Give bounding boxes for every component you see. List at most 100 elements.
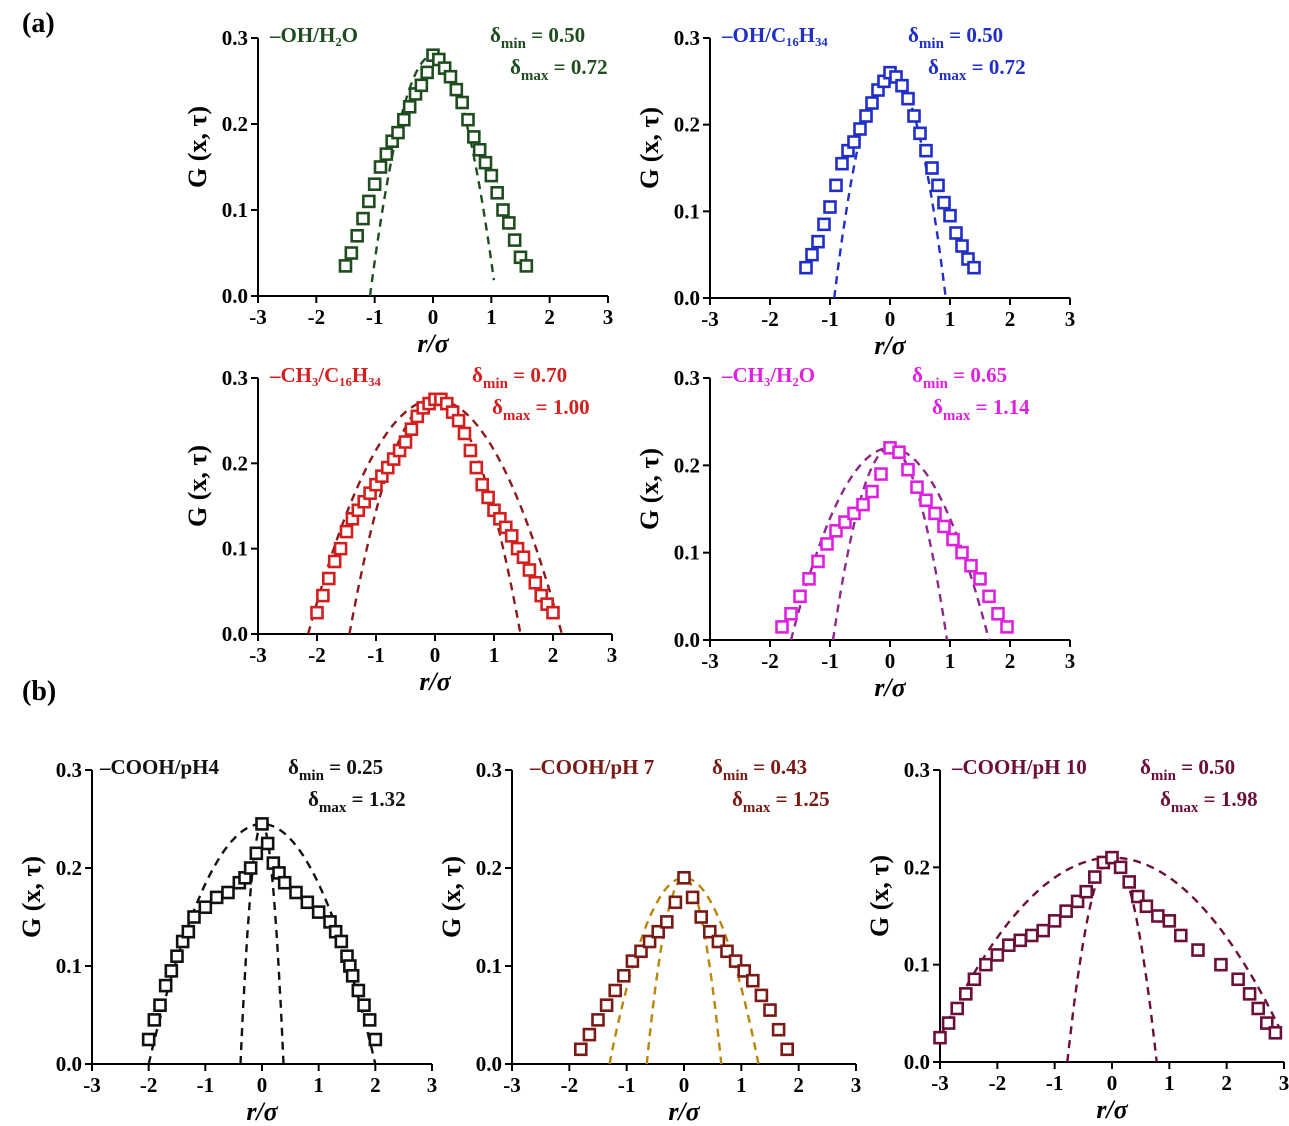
x-tick-label: -3	[249, 305, 267, 329]
data-point	[311, 905, 326, 919]
data-point	[516, 550, 531, 565]
data-point	[973, 572, 987, 586]
y-tick-label: 0.3	[56, 758, 82, 782]
fit-curve	[608, 876, 760, 1065]
data-point	[820, 537, 834, 551]
data-point	[874, 467, 888, 481]
data-point	[1242, 987, 1257, 1001]
data-point	[907, 109, 921, 123]
data-point	[170, 949, 184, 964]
data-point	[1059, 904, 1073, 918]
data-point	[472, 143, 487, 157]
data-point	[1151, 909, 1165, 923]
data-point	[481, 490, 495, 505]
y-tick-label: 0.0	[674, 286, 700, 310]
data-point	[467, 130, 481, 144]
data-point	[334, 934, 349, 949]
data-point	[802, 572, 816, 586]
x-tick-label: -1	[821, 307, 839, 331]
data-point	[221, 885, 235, 900]
data-point	[964, 558, 978, 573]
data-point	[608, 983, 623, 998]
data-point	[461, 112, 475, 127]
data-point	[1070, 894, 1085, 909]
x-tick-label: -2	[989, 1071, 1007, 1095]
y-tick-label: 0.0	[56, 1052, 82, 1076]
chart-panel-6: -3 -2 -1 0 1 2 3 0.0 0.1 0.2 0.3 r/σ G (x, τ) –COOH/p…	[437, 755, 861, 1126]
x-tick-label: 1	[945, 307, 956, 331]
data-point	[967, 260, 981, 275]
x-tick-label: -2	[308, 643, 326, 667]
data-point	[1214, 957, 1228, 972]
data-point	[784, 606, 798, 621]
x-axis-label: r/σ	[874, 331, 906, 360]
y-tick-label: 0.3	[476, 758, 502, 782]
x-tick-label: 3	[607, 643, 618, 667]
data-point	[910, 480, 924, 494]
data-point	[925, 161, 939, 175]
data-point	[634, 944, 648, 959]
data-point	[811, 234, 825, 249]
data-point	[507, 233, 522, 247]
y-tick-label: 0.3	[222, 26, 248, 50]
data-point	[754, 988, 769, 1003]
data-point	[1105, 850, 1119, 865]
data-point	[799, 260, 813, 275]
x-tick-label: 2	[1005, 307, 1016, 331]
panel-b-label: (b)	[22, 676, 57, 707]
data-point	[728, 954, 743, 968]
data-point	[711, 934, 726, 949]
data-point	[847, 506, 861, 521]
series-label: –OH/C₁₆H₃₄	[721, 23, 828, 47]
data-point	[859, 109, 873, 123]
data-point	[937, 519, 951, 534]
x-tick-label: 2	[1221, 1071, 1232, 1095]
data-point	[702, 924, 717, 939]
data-point	[316, 588, 330, 603]
data-point	[451, 413, 466, 428]
chart-panel-3: -3 -2 -1 0 1 2 3 0.0 0.1 0.2 0.3 r/σ G (x, τ) –CH₃/C₁…	[183, 363, 617, 696]
data-point	[1088, 870, 1102, 884]
data-point	[1191, 943, 1205, 957]
data-point	[249, 846, 264, 861]
x-tick-label: 3	[1065, 649, 1076, 673]
x-tick-label: 0	[428, 305, 439, 329]
data-point	[519, 259, 534, 273]
y-axis-label: G (x, τ)	[183, 445, 212, 527]
data-point	[793, 589, 807, 604]
y-tick-label: 0.3	[904, 758, 930, 782]
y-axis-label: G (x, τ)	[635, 107, 664, 189]
series-label: –CH₃/C₁₆H₃₄	[269, 363, 382, 387]
chart-panel-5: -3 -2 -1 0 1 2 3 0.0 0.1 0.2 0.3 r/σ G (x, τ) –COOH/p…	[17, 755, 437, 1126]
data-point	[496, 203, 510, 217]
x-axis-label: r/σ	[419, 667, 451, 696]
data-point	[373, 160, 388, 174]
x-tick-label: -2	[761, 649, 779, 673]
data-point	[310, 605, 324, 620]
data-point	[1139, 899, 1154, 914]
y-tick-label: 0.0	[904, 1050, 930, 1074]
data-point	[591, 1013, 605, 1027]
delta-min-label: δmin = 0.25	[288, 755, 383, 784]
data-point	[457, 426, 472, 441]
data-point	[895, 78, 909, 93]
data-point	[955, 239, 969, 253]
data-point	[277, 875, 292, 890]
data-point	[1024, 928, 1039, 943]
data-point	[338, 259, 353, 273]
x-tick-label: -1	[618, 1073, 636, 1097]
x-tick-label: 0	[679, 1073, 690, 1097]
data-point	[853, 122, 867, 136]
data-point	[651, 924, 666, 939]
data-point	[344, 246, 359, 260]
data-point	[990, 948, 1005, 962]
data-point	[677, 870, 691, 885]
data-point	[357, 998, 371, 1013]
data-point	[164, 964, 179, 978]
x-tick-label: 2	[370, 1073, 381, 1097]
x-tick-label: 1	[1164, 1071, 1175, 1095]
data-point	[321, 571, 336, 586]
x-tick-label: -1	[367, 643, 385, 667]
y-tick-label: 0.2	[674, 113, 700, 137]
data-point	[289, 885, 303, 900]
